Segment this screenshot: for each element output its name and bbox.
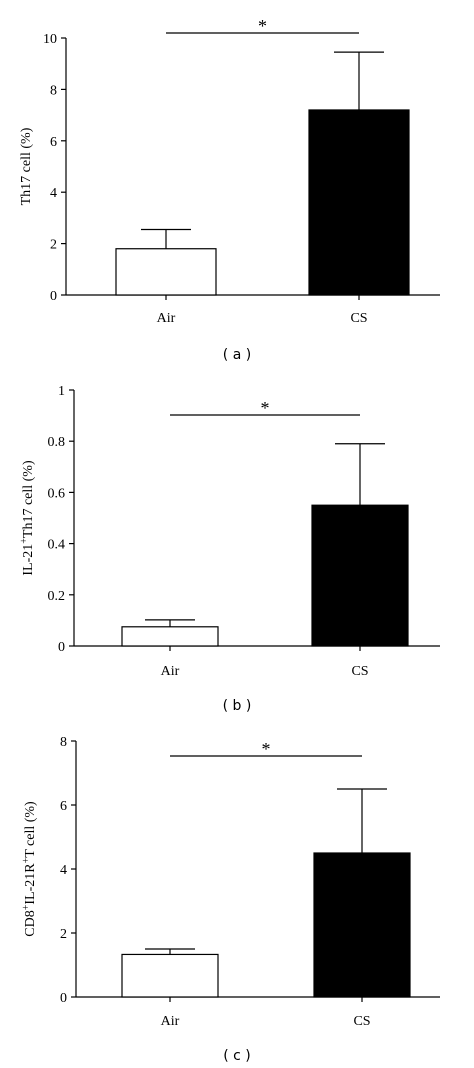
y-tick-label: 0 [58,640,65,655]
y-tick-label: 0.6 [48,486,66,501]
y-axis-label: CD8+IL-21R+T cell (%) [21,801,39,937]
x-tick-label: Air [161,1014,180,1029]
chart-panel-b: 0 0.2 0.4 0.6 0.8 1 Air CS * IL-21+Th17 cell (%) (… [19,384,440,714]
significance-marker: * [258,16,267,36]
y-tick-label: 0 [60,991,67,1006]
y-tick-label: 1 [58,384,65,399]
x-tick-label: CS [353,1014,370,1029]
bar-cs [313,852,411,998]
x-tick-label: Air [161,664,180,679]
y-tick-label: 10 [43,32,57,47]
y-tick-label: 0.8 [48,435,66,450]
y-tick-label: 4 [50,186,57,201]
y-tick-label: 2 [50,238,57,253]
chart-panel-a: 0 2 4 6 8 10 Air CS * Th17 cell (%) ( a ) [19,16,440,363]
x-tick-label: CS [351,664,368,679]
bar-air [115,248,217,296]
y-tick-label: 6 [50,135,57,150]
panel-label: ( c ) [223,1048,251,1064]
y-tick-label: 2 [60,927,67,942]
x-tick-label: Air [157,311,176,326]
chart-panel-c: 0 2 4 6 8 Air CS * CD8+IL-21R+T cell (%) ( c ) [21,735,440,1064]
y-tick-label: 0 [50,289,57,304]
y-tick-label: 8 [50,83,57,98]
y-tick-label: 0.2 [48,589,66,604]
x-tick-label: CS [350,311,367,326]
bar-cs [308,109,410,296]
y-axis-label: IL-21+Th17 cell (%) [19,460,37,576]
y-tick-label: 8 [60,735,67,750]
significance-marker: * [262,739,271,759]
y-tick-label: 0.4 [48,538,66,553]
significance-marker: * [261,398,270,418]
bar-air [121,626,219,647]
y-axis-label: Th17 cell (%) [19,127,34,205]
bar-air [121,953,219,998]
panel-label: ( a ) [223,347,251,363]
y-tick-label: 4 [60,863,67,878]
y-tick-label: 6 [60,799,67,814]
panel-label: ( b ) [223,698,252,714]
bar-cs [311,504,409,647]
